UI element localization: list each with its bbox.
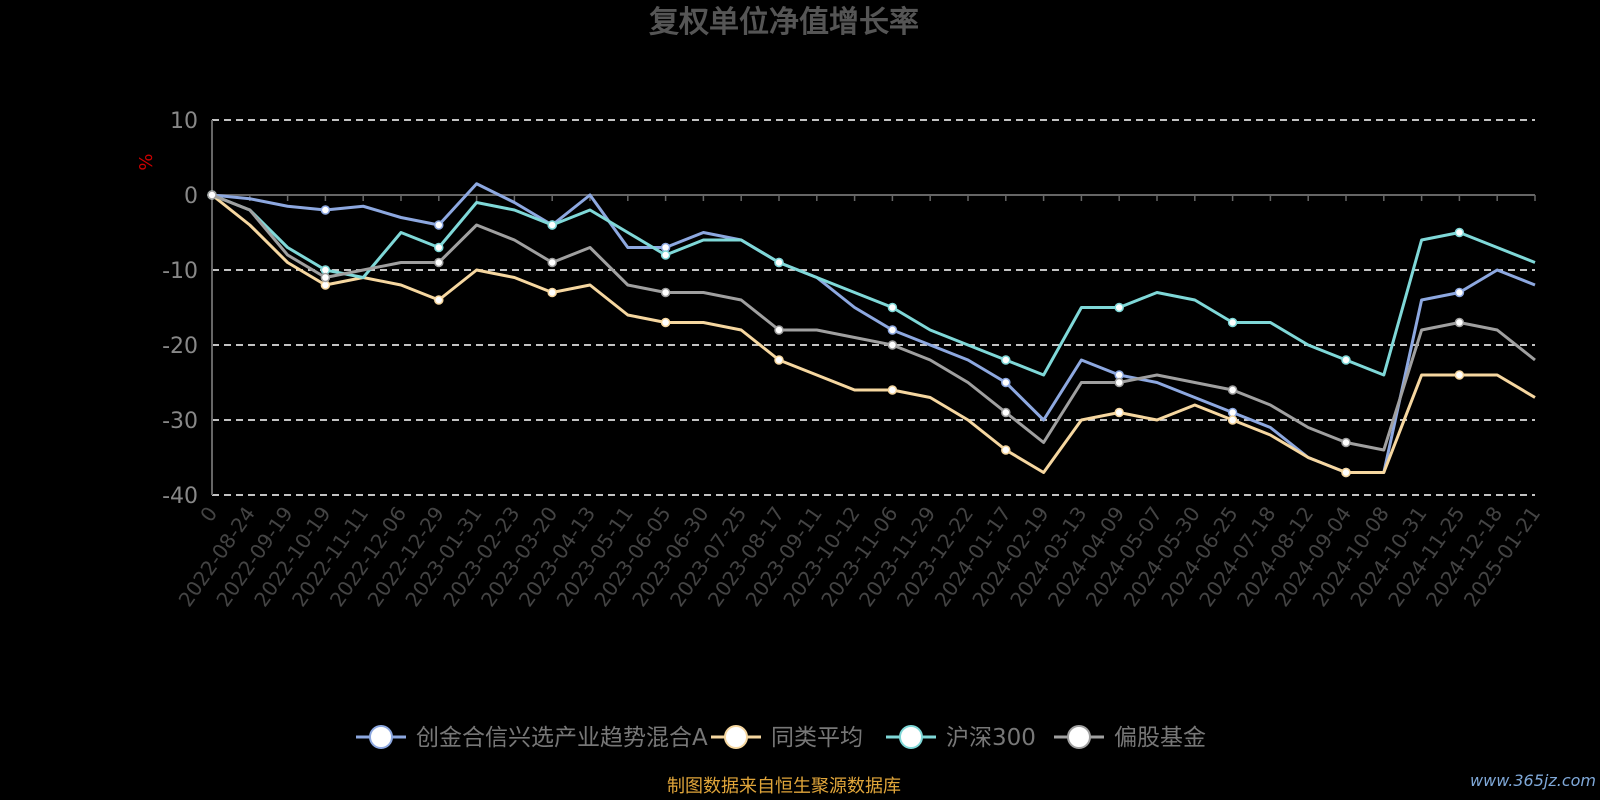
legend-item-3[interactable]: 偏股基金: [1054, 725, 1206, 751]
data-point: [1454, 227, 1465, 238]
data-point: [887, 385, 898, 395]
y-tick-label: -20: [162, 334, 198, 359]
series-lines: [207, 182, 1536, 478]
legend-label: 偏股基金: [1114, 725, 1206, 751]
data-point: [1227, 385, 1238, 395]
y-tick-label: 10: [170, 109, 198, 134]
data-point: [1454, 317, 1465, 328]
data-point: [434, 242, 444, 253]
data-point: [434, 257, 444, 268]
legend[interactable]: 创金合信兴选产业趋势混合A 同类平均 沪深300 偏股基金: [356, 725, 1206, 751]
data-point: [434, 220, 444, 230]
legend-item-2[interactable]: 沪深300: [886, 725, 1036, 751]
data-point: [547, 257, 557, 268]
circle-marker-icon: [1067, 725, 1091, 749]
data-point: [1227, 415, 1238, 425]
data-point: [1341, 467, 1351, 478]
legend-label: 创金合信兴选产业趋势混合A: [416, 725, 708, 751]
data-point: [774, 355, 784, 365]
circle-marker-icon: [899, 725, 923, 749]
data-point: [774, 325, 784, 335]
data-point: [1001, 355, 1011, 365]
y-tick-label: -30: [162, 409, 198, 434]
data-point: [547, 220, 557, 230]
watermark: www.365jz.com: [1470, 771, 1596, 790]
legend-item-0[interactable]: 创金合信兴选产业趋势混合A: [356, 725, 708, 751]
data-point: [887, 302, 898, 313]
data-point: [1227, 317, 1238, 328]
data-point: [1114, 407, 1124, 418]
data-point: [1341, 355, 1351, 365]
data-point: [774, 257, 784, 268]
x-tick-label: 0: [195, 502, 222, 526]
data-point: [1114, 377, 1124, 388]
data-point: [1454, 287, 1465, 298]
series-line-0: [211, 182, 1536, 474]
data-point: [1001, 407, 1011, 418]
legend-label: 沪深300: [946, 725, 1036, 751]
legend-item-1[interactable]: 同类平均: [711, 725, 863, 751]
data-point: [887, 340, 898, 350]
data-point: [320, 272, 331, 283]
data-point: [1001, 377, 1011, 388]
data-point: [320, 205, 331, 215]
legend-label: 同类平均: [771, 725, 863, 751]
y-axis-unit-label: %: [136, 153, 157, 170]
series-line-2: [211, 193, 1536, 377]
series-line-3: [211, 193, 1536, 452]
data-point: [1114, 302, 1124, 313]
axes: 100-10-20-30-4002022-08-242022-09-192022…: [162, 109, 1545, 611]
data-point: [1454, 370, 1465, 380]
data-point: [660, 317, 671, 328]
data-point: [434, 295, 444, 305]
series-line-1: [211, 193, 1536, 474]
data-point: [207, 190, 217, 200]
data-point: [547, 287, 557, 298]
data-point: [660, 250, 671, 260]
data-point: [887, 325, 898, 335]
y-tick-label: -40: [162, 484, 198, 509]
circle-marker-icon: [369, 725, 393, 749]
y-tick-label: -10: [162, 259, 198, 284]
y-tick-label: 0: [184, 184, 198, 209]
data-point: [660, 287, 671, 298]
data-point: [1341, 437, 1351, 448]
data-point: [1001, 445, 1011, 455]
circle-marker-icon: [724, 725, 748, 749]
data-source-note: 制图数据来自恒生聚源数据库: [667, 776, 901, 797]
chart-title: 复权单位净值增长率: [649, 5, 919, 40]
grid-lines: [212, 119, 1535, 496]
